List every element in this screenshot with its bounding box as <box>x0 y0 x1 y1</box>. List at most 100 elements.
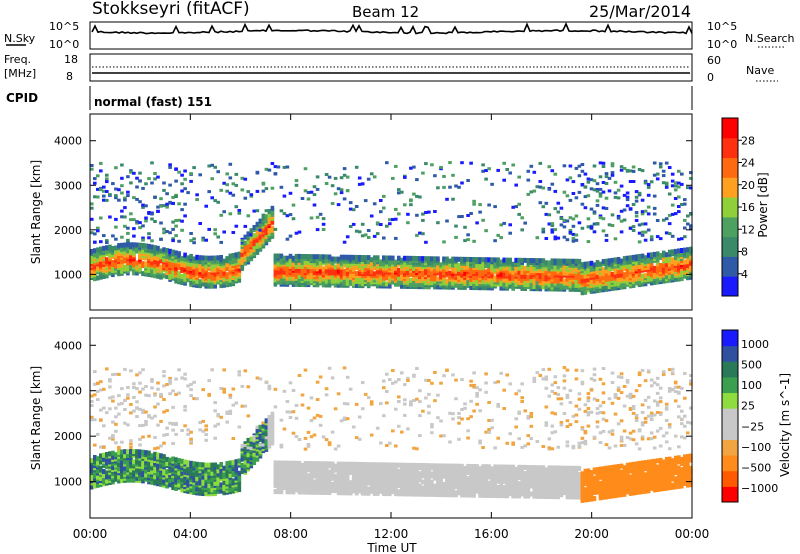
heatmap-cell <box>541 186 546 190</box>
heatmap-cell <box>496 267 500 273</box>
heatmap-cell <box>490 273 494 279</box>
heatmap-cell <box>589 178 594 182</box>
heatmap-cell <box>201 462 205 468</box>
heatmap-cell <box>601 285 606 291</box>
heatmap-cell <box>652 251 657 257</box>
heatmap-cell <box>171 456 175 462</box>
heatmap-cell <box>333 176 338 180</box>
heatmap-cell <box>222 258 226 264</box>
heatmap-cell <box>689 176 693 180</box>
heatmap-cell <box>649 258 654 264</box>
heatmap-cell <box>267 168 272 172</box>
heatmap-cell <box>132 409 136 413</box>
heatmap-cell <box>369 466 374 472</box>
heatmap-cell <box>99 418 103 422</box>
heatmap-cell <box>216 480 220 486</box>
heatmap-cell <box>201 480 205 486</box>
heatmap-cell <box>360 407 365 411</box>
heatmap-cell <box>664 274 669 280</box>
heatmap-cell <box>391 485 395 490</box>
heatmap-cell <box>171 422 175 426</box>
heatmap-cell <box>315 475 320 481</box>
heatmap-cell <box>535 284 540 290</box>
heatmap-cell <box>147 272 151 277</box>
heatmap-cell <box>159 204 163 208</box>
heatmap-cell <box>201 281 205 287</box>
heatmap-cell <box>228 191 233 195</box>
heatmap-cell <box>559 266 564 272</box>
heatmap-cell <box>342 278 347 284</box>
heatmap-cell <box>186 478 190 484</box>
heatmap-cell <box>318 212 323 216</box>
heatmap-cell <box>315 398 320 401</box>
heatmap-cell <box>126 477 130 483</box>
heatmap-cell <box>673 197 678 200</box>
heatmap-cell <box>219 482 223 488</box>
heatmap-cell <box>397 378 401 381</box>
heatmap-cell <box>252 209 257 213</box>
heatmap-cell <box>309 435 314 439</box>
heatmap-cell <box>318 260 323 266</box>
heatmap-cell <box>415 256 419 261</box>
heatmap-cell <box>267 441 272 447</box>
heatmap-cell <box>228 478 233 484</box>
heatmap-cell <box>255 221 260 227</box>
heatmap-cell <box>330 184 335 188</box>
heatmap-cell <box>201 474 205 480</box>
heatmap-cell <box>222 480 226 485</box>
heatmap-cell <box>126 246 130 252</box>
heatmap-cell <box>586 177 591 181</box>
heatmap-cell <box>135 373 139 377</box>
heatmap-cell <box>99 445 103 449</box>
heatmap-cell <box>90 418 94 422</box>
heatmap-cell <box>147 177 151 181</box>
heatmap-cell <box>403 175 407 179</box>
heatmap-cell <box>273 387 278 391</box>
heatmap-cell <box>391 218 395 221</box>
heatmap-cell <box>111 450 115 456</box>
heatmap-cell <box>333 264 338 270</box>
heatmap-cell <box>592 272 597 278</box>
heatmap-cell <box>385 480 389 486</box>
heatmap-cell <box>592 179 597 183</box>
heatmap-cell <box>424 211 428 214</box>
freq-panel: Freq. [MHz] 18 8 60 0 Nave <box>4 53 778 84</box>
heatmap-cell <box>333 268 338 274</box>
heatmap-cell <box>270 225 275 231</box>
heatmap-cell <box>360 488 365 494</box>
heatmap-cell <box>165 254 169 260</box>
heatmap-cell <box>129 477 133 483</box>
heatmap-cell <box>424 256 428 262</box>
heatmap-cell <box>303 461 308 466</box>
heatmap-cell <box>397 191 401 195</box>
heatmap-cell <box>132 234 136 238</box>
heatmap-cell <box>228 212 233 216</box>
heatmap-cell <box>345 472 350 477</box>
heatmap-cell <box>517 269 521 275</box>
heatmap-cell <box>129 254 133 260</box>
heatmap-cell <box>667 255 672 261</box>
heatmap-cell <box>267 387 272 391</box>
heatmap-cell <box>96 456 100 462</box>
heatmap-cell <box>604 284 609 290</box>
heatmap-cell <box>508 257 512 263</box>
heatmap-cell <box>123 215 127 219</box>
heatmap-cell <box>192 237 196 241</box>
heatmap-cell <box>213 228 217 232</box>
heatmap-cell <box>207 227 211 231</box>
heatmap-cell <box>129 411 133 415</box>
heatmap-cell <box>394 236 398 240</box>
heatmap-cell <box>93 276 97 282</box>
heatmap-cell <box>342 197 347 201</box>
heatmap-cell <box>643 209 648 213</box>
heatmap-cell <box>108 215 112 219</box>
heatmap-cell <box>138 476 142 481</box>
heatmap-cell <box>159 393 163 397</box>
heatmap-cell <box>150 260 154 266</box>
heatmap-cell <box>375 462 380 468</box>
heatmap-cell <box>369 433 374 437</box>
heatmap-cell <box>478 203 482 207</box>
heatmap-cell <box>294 183 299 187</box>
heatmap-cell <box>285 267 290 273</box>
